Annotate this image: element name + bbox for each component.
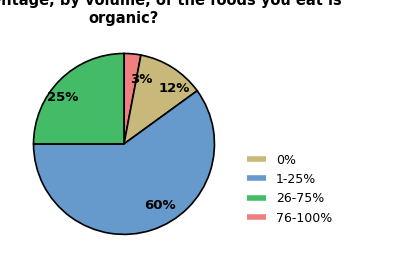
Text: 25%: 25%	[46, 91, 78, 104]
Wedge shape	[34, 91, 214, 234]
Wedge shape	[34, 53, 124, 144]
Text: 60%: 60%	[144, 199, 176, 212]
Text: 12%: 12%	[159, 82, 190, 95]
Wedge shape	[124, 53, 141, 144]
Text: 3%: 3%	[130, 72, 152, 86]
Title: What percentage, by volume, of the foods you eat is
organic?: What percentage, by volume, of the foods…	[0, 0, 342, 25]
Wedge shape	[124, 55, 197, 144]
Legend: 0%, 1-25%, 26-75%, 76-100%: 0%, 1-25%, 26-75%, 76-100%	[243, 150, 336, 228]
